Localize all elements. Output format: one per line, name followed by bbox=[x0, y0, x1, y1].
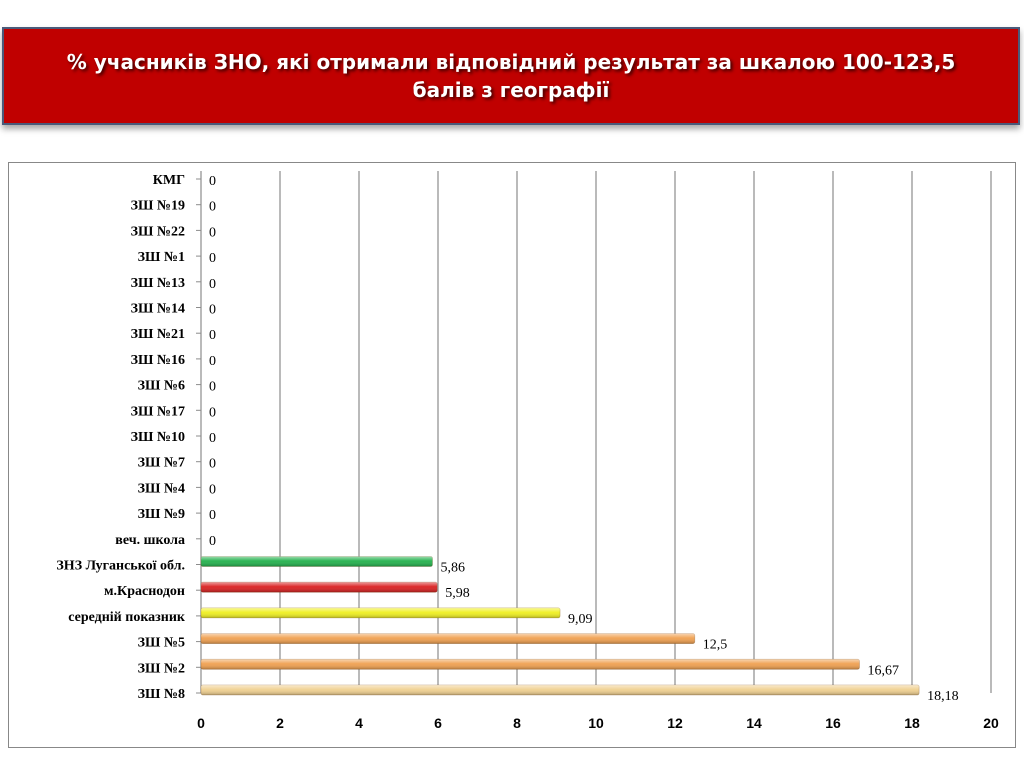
x-tick-label: 10 bbox=[588, 715, 604, 731]
bar-gloss bbox=[201, 607, 561, 618]
category-label: ЗШ №1 bbox=[138, 250, 185, 265]
category-label: ЗШ №22 bbox=[131, 224, 185, 239]
category-label: ЗШ №21 bbox=[131, 327, 185, 342]
data-label: 0 bbox=[209, 328, 216, 343]
x-tick-label: 16 bbox=[825, 715, 841, 731]
category-label: ЗШ №5 bbox=[138, 636, 185, 651]
data-label: 0 bbox=[209, 534, 216, 549]
x-tick-label: 6 bbox=[434, 715, 442, 731]
bar-gloss bbox=[201, 685, 920, 695]
data-label: 0 bbox=[209, 251, 216, 266]
category-label: ЗШ №10 bbox=[131, 430, 185, 445]
title-banner: % учасників ЗНО, які отримали відповідни… bbox=[2, 27, 1020, 125]
x-tick-label: 20 bbox=[983, 715, 999, 731]
x-tick-label: 8 bbox=[513, 715, 521, 731]
category-label: ЗШ №14 bbox=[131, 302, 185, 317]
data-label: 0 bbox=[209, 482, 216, 497]
chart-title: % учасників ЗНО, які отримали відповідни… bbox=[66, 50, 956, 102]
x-tick-label: 14 bbox=[746, 715, 762, 731]
bar-gloss bbox=[201, 659, 860, 670]
data-label: 0 bbox=[209, 457, 216, 472]
category-label: ЗШ №7 bbox=[138, 456, 185, 471]
data-label: 0 bbox=[209, 431, 216, 446]
category-label: ЗШ №16 bbox=[131, 353, 185, 368]
data-label: 0 bbox=[209, 303, 216, 318]
bar-gloss bbox=[201, 633, 695, 644]
category-label: ЗШ №6 bbox=[138, 379, 185, 394]
category-label: ЗШ №8 bbox=[138, 687, 185, 702]
category-label: ЗШ №17 bbox=[131, 404, 185, 419]
category-label: ЗШ №13 bbox=[131, 276, 185, 291]
data-label: 12,5 bbox=[703, 638, 728, 653]
category-label: середній показник bbox=[68, 610, 186, 625]
data-label: 0 bbox=[209, 200, 216, 215]
data-label: 0 bbox=[209, 380, 216, 395]
chart-frame bbox=[8, 162, 1016, 748]
category-label: веч. школа bbox=[115, 533, 185, 548]
data-label: 5,98 bbox=[445, 586, 470, 601]
bar-gloss bbox=[201, 556, 433, 567]
x-tick-label: 2 bbox=[276, 715, 284, 731]
data-label: 9,09 bbox=[568, 612, 593, 627]
category-label: ЗНЗ Луганської обл. bbox=[56, 559, 185, 574]
data-label: 0 bbox=[209, 354, 216, 369]
data-label: 18,18 bbox=[927, 689, 959, 704]
category-label: ЗШ №4 bbox=[138, 481, 185, 496]
data-label: 5,86 bbox=[440, 561, 465, 576]
data-label: 0 bbox=[209, 405, 216, 420]
data-label: 0 bbox=[209, 225, 216, 240]
x-tick-label: 12 bbox=[667, 715, 683, 731]
category-label: м.Краснодон bbox=[104, 584, 185, 599]
category-label: ЗШ №9 bbox=[138, 507, 185, 522]
bar-gloss bbox=[201, 582, 438, 593]
data-label: 0 bbox=[209, 174, 216, 189]
category-label: ЗШ №19 bbox=[131, 199, 185, 214]
data-label: 0 bbox=[209, 508, 216, 523]
category-label: ЗШ №2 bbox=[138, 661, 185, 676]
category-label: КМГ bbox=[153, 173, 185, 188]
x-tick-label: 0 bbox=[197, 715, 205, 731]
x-tick-label: 18 bbox=[904, 715, 920, 731]
data-label: 16,67 bbox=[867, 663, 899, 678]
x-tick-label: 4 bbox=[355, 715, 363, 731]
data-label: 0 bbox=[209, 277, 216, 292]
